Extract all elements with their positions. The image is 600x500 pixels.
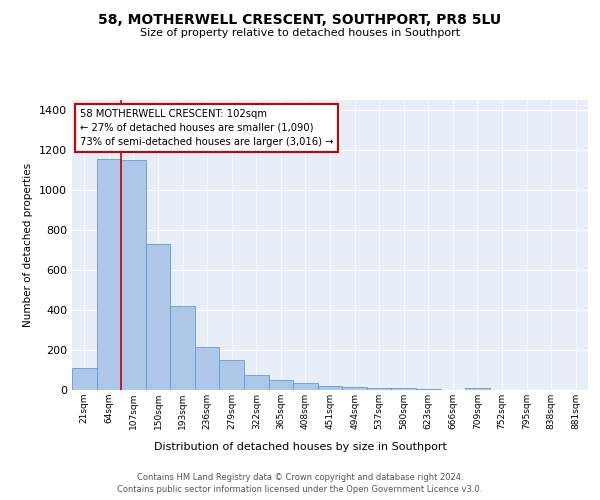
Bar <box>367 388 391 390</box>
Bar <box>97 159 121 390</box>
Text: Contains HM Land Registry data © Crown copyright and database right 2024.: Contains HM Land Registry data © Crown c… <box>137 472 463 482</box>
Bar <box>465 388 490 390</box>
Bar <box>72 368 97 390</box>
Bar <box>195 347 220 390</box>
Bar <box>293 383 318 390</box>
Bar <box>318 386 342 390</box>
Bar <box>170 306 195 390</box>
Y-axis label: Number of detached properties: Number of detached properties <box>23 163 34 327</box>
Text: Size of property relative to detached houses in Southport: Size of property relative to detached ho… <box>140 28 460 38</box>
Text: Distribution of detached houses by size in Southport: Distribution of detached houses by size … <box>154 442 446 452</box>
Bar <box>220 360 244 390</box>
Bar <box>121 160 146 390</box>
Text: 58, MOTHERWELL CRESCENT, SOUTHPORT, PR8 5LU: 58, MOTHERWELL CRESCENT, SOUTHPORT, PR8 … <box>98 12 502 26</box>
Bar <box>416 389 440 390</box>
Text: Contains public sector information licensed under the Open Government Licence v3: Contains public sector information licen… <box>118 485 482 494</box>
Text: 58 MOTHERWELL CRESCENT: 102sqm
← 27% of detached houses are smaller (1,090)
73% : 58 MOTHERWELL CRESCENT: 102sqm ← 27% of … <box>80 108 333 146</box>
Bar <box>146 244 170 390</box>
Bar <box>391 388 416 390</box>
Bar <box>269 380 293 390</box>
Bar <box>342 388 367 390</box>
Bar <box>244 375 269 390</box>
